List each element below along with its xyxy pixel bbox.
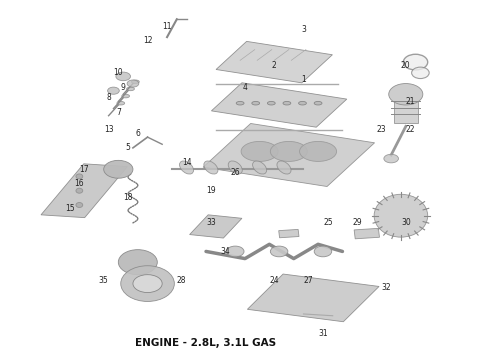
Text: 22: 22 bbox=[406, 126, 416, 135]
Text: 10: 10 bbox=[114, 68, 123, 77]
Ellipse shape bbox=[374, 194, 428, 237]
Ellipse shape bbox=[252, 102, 260, 105]
Polygon shape bbox=[203, 123, 374, 186]
Ellipse shape bbox=[116, 72, 130, 81]
Text: 24: 24 bbox=[270, 275, 279, 284]
Text: 15: 15 bbox=[65, 204, 74, 213]
Ellipse shape bbox=[126, 87, 134, 91]
Text: 31: 31 bbox=[318, 329, 328, 338]
Ellipse shape bbox=[270, 141, 307, 161]
Ellipse shape bbox=[122, 94, 129, 98]
Ellipse shape bbox=[108, 87, 119, 94]
Text: 12: 12 bbox=[143, 36, 152, 45]
Ellipse shape bbox=[277, 161, 291, 174]
Ellipse shape bbox=[76, 203, 83, 207]
Ellipse shape bbox=[241, 141, 278, 161]
Text: 30: 30 bbox=[401, 219, 411, 228]
Text: 29: 29 bbox=[352, 219, 362, 228]
Ellipse shape bbox=[384, 154, 398, 163]
Text: 7: 7 bbox=[116, 108, 121, 117]
Text: 23: 23 bbox=[377, 126, 386, 135]
Ellipse shape bbox=[76, 188, 83, 193]
Ellipse shape bbox=[403, 54, 428, 70]
Bar bbox=[279, 229, 299, 238]
Polygon shape bbox=[190, 215, 242, 238]
Text: 5: 5 bbox=[125, 143, 130, 152]
Bar bbox=[354, 228, 379, 239]
Text: 14: 14 bbox=[182, 158, 192, 167]
Ellipse shape bbox=[133, 275, 162, 293]
Text: 35: 35 bbox=[99, 275, 109, 284]
Text: 1: 1 bbox=[301, 76, 306, 85]
Text: 16: 16 bbox=[74, 179, 84, 188]
Ellipse shape bbox=[117, 102, 124, 105]
Text: 19: 19 bbox=[206, 186, 216, 195]
Ellipse shape bbox=[179, 161, 194, 174]
Ellipse shape bbox=[121, 266, 174, 301]
Ellipse shape bbox=[314, 246, 332, 257]
Ellipse shape bbox=[204, 161, 218, 174]
Text: 8: 8 bbox=[106, 93, 111, 102]
Ellipse shape bbox=[412, 67, 429, 78]
Text: 26: 26 bbox=[230, 168, 240, 177]
Text: 4: 4 bbox=[243, 83, 247, 92]
Text: ENGINE - 2.8L, 3.1L GAS: ENGINE - 2.8L, 3.1L GAS bbox=[135, 338, 276, 348]
Text: 32: 32 bbox=[382, 283, 391, 292]
Ellipse shape bbox=[76, 174, 83, 179]
Ellipse shape bbox=[127, 80, 139, 87]
Polygon shape bbox=[211, 83, 347, 127]
Ellipse shape bbox=[226, 246, 244, 257]
Ellipse shape bbox=[268, 102, 275, 105]
Ellipse shape bbox=[270, 246, 288, 257]
Text: 2: 2 bbox=[272, 61, 277, 70]
Ellipse shape bbox=[131, 80, 139, 84]
Ellipse shape bbox=[389, 84, 423, 105]
Ellipse shape bbox=[283, 102, 291, 105]
Ellipse shape bbox=[104, 160, 133, 178]
Text: 21: 21 bbox=[406, 97, 416, 106]
Text: 3: 3 bbox=[301, 26, 306, 35]
Polygon shape bbox=[247, 274, 379, 322]
Ellipse shape bbox=[298, 102, 306, 105]
Text: 27: 27 bbox=[303, 275, 313, 284]
Ellipse shape bbox=[314, 102, 322, 105]
Ellipse shape bbox=[228, 161, 242, 174]
Text: 28: 28 bbox=[177, 275, 186, 284]
Text: 11: 11 bbox=[162, 22, 172, 31]
Text: 33: 33 bbox=[206, 219, 216, 228]
Ellipse shape bbox=[299, 141, 337, 161]
Text: 13: 13 bbox=[104, 126, 113, 135]
Text: 34: 34 bbox=[220, 247, 230, 256]
Text: 6: 6 bbox=[135, 129, 140, 138]
Text: 20: 20 bbox=[401, 61, 411, 70]
Text: 25: 25 bbox=[323, 219, 333, 228]
Text: 18: 18 bbox=[123, 193, 133, 202]
Ellipse shape bbox=[236, 102, 244, 105]
Ellipse shape bbox=[118, 249, 157, 275]
Bar bbox=[393, 102, 418, 123]
Text: 17: 17 bbox=[79, 165, 89, 174]
Ellipse shape bbox=[252, 161, 267, 174]
Polygon shape bbox=[216, 41, 332, 83]
Text: 9: 9 bbox=[121, 83, 125, 92]
Polygon shape bbox=[41, 164, 127, 218]
